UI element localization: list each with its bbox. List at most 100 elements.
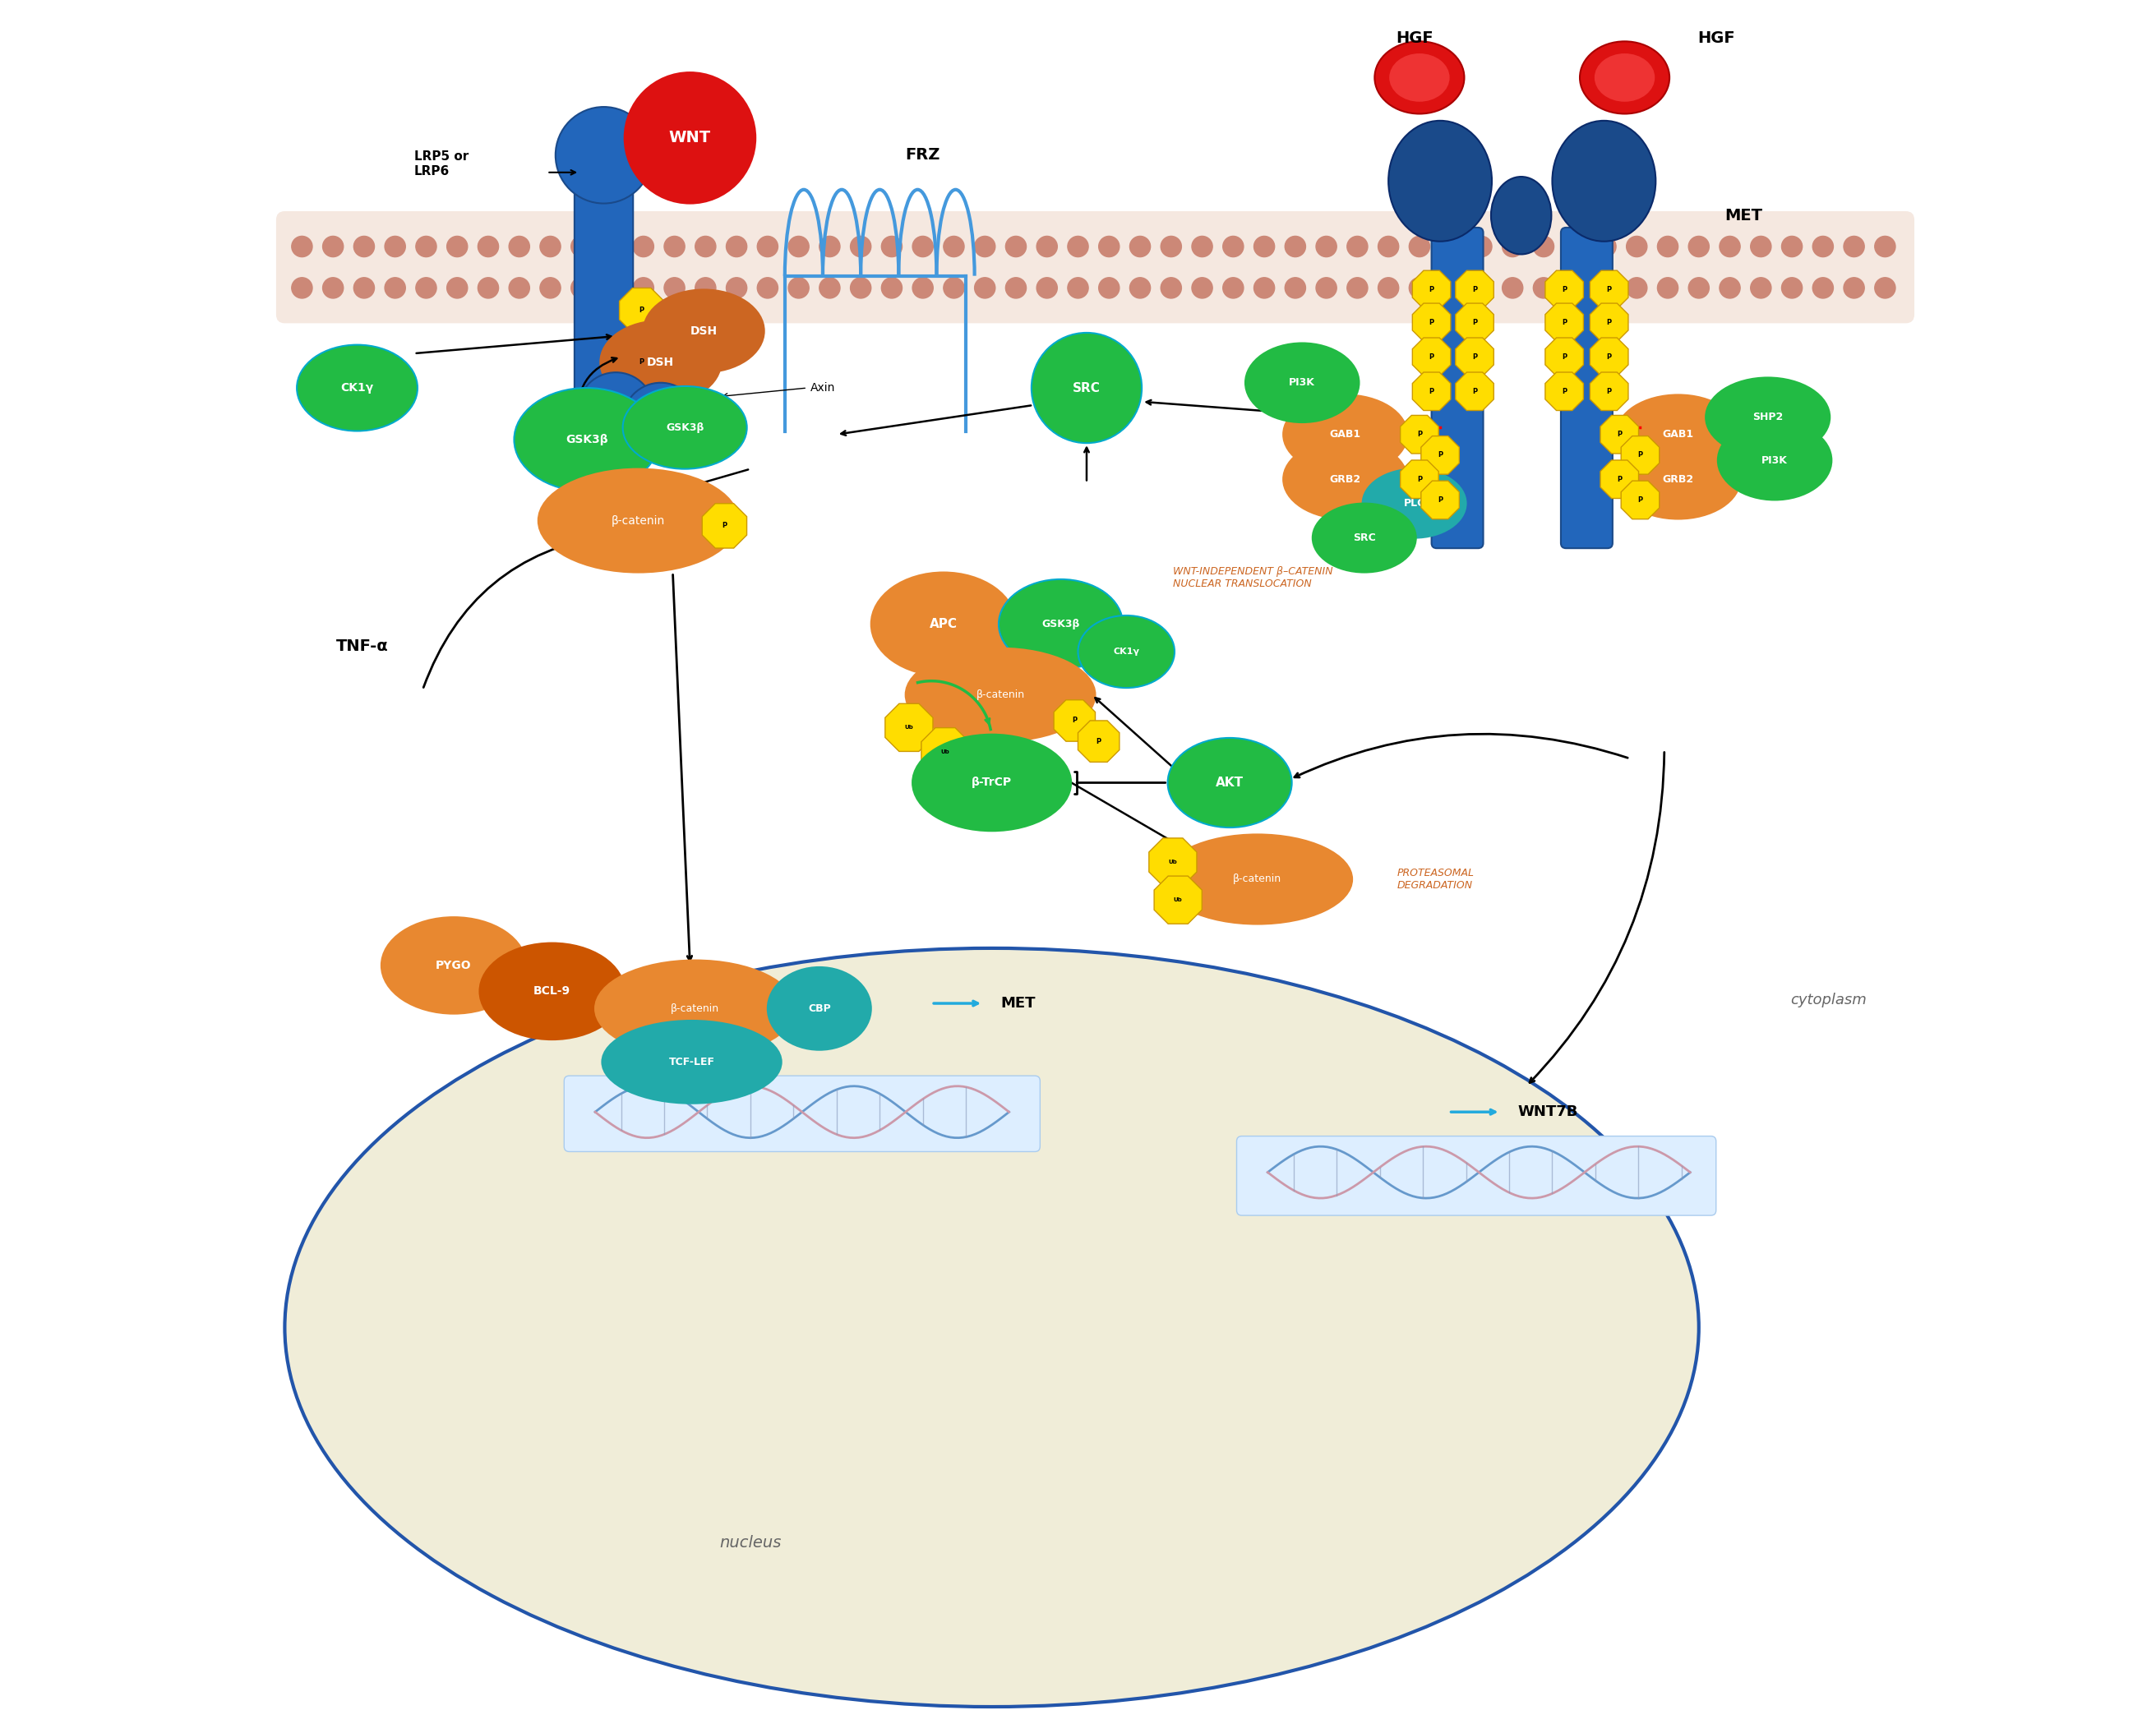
Ellipse shape	[382, 917, 526, 1014]
Text: P: P	[1429, 353, 1434, 360]
Circle shape	[1876, 278, 1895, 298]
Text: P: P	[1416, 476, 1423, 483]
Circle shape	[1595, 236, 1617, 257]
Ellipse shape	[1617, 440, 1740, 519]
Ellipse shape	[599, 321, 720, 403]
Text: DSH: DSH	[690, 326, 718, 336]
Circle shape	[539, 278, 561, 298]
Text: GAB1: GAB1	[1662, 429, 1695, 440]
Ellipse shape	[1283, 395, 1408, 474]
Circle shape	[354, 278, 375, 298]
Ellipse shape	[1283, 440, 1408, 519]
Ellipse shape	[595, 960, 796, 1057]
Circle shape	[479, 278, 498, 298]
Circle shape	[634, 278, 653, 298]
Text: β-catenin: β-catenin	[612, 515, 664, 526]
Circle shape	[1720, 278, 1740, 298]
Text: AKT: AKT	[1216, 776, 1244, 790]
Ellipse shape	[1313, 503, 1416, 572]
Text: CK1γ: CK1γ	[1112, 648, 1138, 655]
Ellipse shape	[1246, 343, 1358, 422]
Ellipse shape	[998, 579, 1123, 669]
Circle shape	[1440, 278, 1462, 298]
Text: PYGO: PYGO	[436, 960, 472, 971]
Ellipse shape	[1388, 121, 1492, 241]
Ellipse shape	[906, 648, 1095, 741]
Text: TNF-α: TNF-α	[336, 638, 388, 655]
Text: β-catenin: β-catenin	[671, 1003, 720, 1014]
FancyBboxPatch shape	[276, 212, 1915, 324]
Circle shape	[384, 236, 405, 257]
Text: Ub: Ub	[940, 750, 949, 753]
Circle shape	[882, 236, 901, 257]
Text: P: P	[1473, 353, 1477, 360]
Circle shape	[634, 236, 653, 257]
Circle shape	[1160, 278, 1181, 298]
Text: P: P	[1095, 738, 1102, 745]
Text: Ub: Ub	[1173, 898, 1181, 902]
FancyBboxPatch shape	[573, 181, 634, 491]
Circle shape	[849, 278, 871, 298]
Circle shape	[1781, 236, 1802, 257]
FancyBboxPatch shape	[1432, 228, 1483, 548]
Circle shape	[556, 107, 651, 203]
Text: CK1γ: CK1γ	[341, 383, 373, 393]
Text: SRC: SRC	[1074, 381, 1100, 395]
Circle shape	[1533, 278, 1554, 298]
Circle shape	[757, 278, 778, 298]
Text: P: P	[1617, 431, 1621, 438]
Circle shape	[1315, 278, 1337, 298]
Text: P: P	[1606, 319, 1613, 326]
Ellipse shape	[539, 469, 737, 572]
Text: P: P	[1416, 431, 1423, 438]
Text: APC: APC	[929, 617, 957, 631]
Circle shape	[1005, 278, 1026, 298]
Circle shape	[446, 236, 468, 257]
Ellipse shape	[1376, 41, 1464, 114]
Circle shape	[1843, 278, 1865, 298]
Ellipse shape	[513, 388, 660, 491]
Circle shape	[1533, 236, 1554, 257]
Ellipse shape	[1492, 178, 1552, 253]
Circle shape	[1565, 278, 1585, 298]
Circle shape	[694, 278, 716, 298]
Circle shape	[1781, 278, 1802, 298]
Circle shape	[1595, 278, 1617, 298]
Circle shape	[291, 278, 313, 298]
Text: β-catenin: β-catenin	[977, 690, 1024, 700]
Text: P: P	[1473, 319, 1477, 326]
Circle shape	[539, 236, 561, 257]
Circle shape	[789, 278, 808, 298]
Circle shape	[1130, 236, 1151, 257]
Text: P: P	[1438, 497, 1442, 503]
Circle shape	[1470, 236, 1492, 257]
Circle shape	[509, 236, 530, 257]
Circle shape	[479, 236, 498, 257]
Text: P: P	[1561, 319, 1567, 326]
Text: TCF-LEF: TCF-LEF	[668, 1057, 716, 1067]
Circle shape	[1285, 278, 1307, 298]
Ellipse shape	[871, 572, 1015, 676]
Text: Axin: Axin	[811, 383, 837, 393]
Circle shape	[1222, 278, 1244, 298]
Circle shape	[849, 236, 871, 257]
Circle shape	[1100, 236, 1119, 257]
Text: P: P	[1639, 497, 1643, 503]
Text: P: P	[1617, 476, 1621, 483]
Circle shape	[1688, 236, 1710, 257]
Ellipse shape	[768, 967, 871, 1050]
Text: GRB2: GRB2	[1662, 474, 1695, 484]
Ellipse shape	[1169, 738, 1291, 828]
Ellipse shape	[1718, 421, 1833, 500]
Text: cytoplasm: cytoplasm	[1789, 993, 1867, 1007]
Text: HGF: HGF	[1395, 29, 1434, 47]
Text: HGF: HGF	[1697, 29, 1736, 47]
Circle shape	[1410, 236, 1429, 257]
Text: Ub: Ub	[906, 726, 914, 729]
FancyBboxPatch shape	[1561, 228, 1613, 548]
Text: GRB2: GRB2	[1330, 474, 1360, 484]
Text: GSK3β: GSK3β	[1041, 619, 1080, 629]
Circle shape	[789, 236, 808, 257]
Text: P: P	[1561, 286, 1567, 293]
Circle shape	[509, 278, 530, 298]
